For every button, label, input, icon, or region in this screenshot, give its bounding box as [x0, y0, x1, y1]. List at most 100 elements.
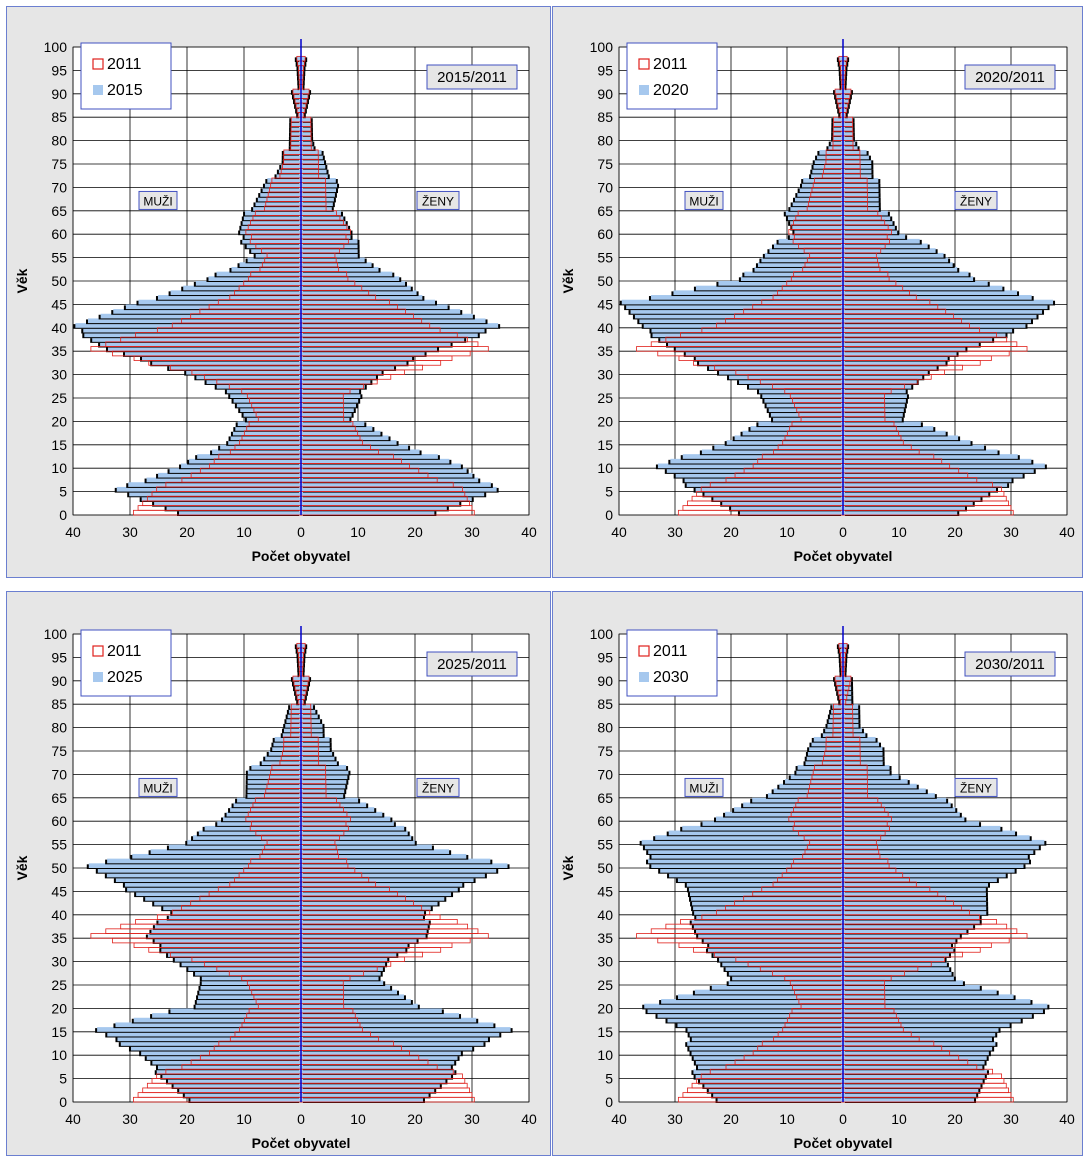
y-tick-label: 45	[51, 883, 67, 899]
female-label: ŽENY	[422, 193, 454, 208]
bar-2015-male	[142, 355, 301, 361]
x-tick-label: 30	[464, 524, 480, 540]
bar-2030-female	[843, 774, 899, 780]
bar-2020-male	[682, 454, 843, 459]
bar-2030-female	[843, 980, 963, 985]
bar-2020-female	[843, 173, 872, 179]
bar-2030-female	[843, 853, 1028, 859]
bar-2030-male	[716, 816, 843, 822]
bar-2025-male	[154, 938, 301, 943]
bar-2025-male	[179, 1087, 301, 1093]
bar-2030-male	[657, 1013, 843, 1018]
y-tick-label: 50	[51, 273, 67, 289]
bar-2020-female	[843, 135, 853, 141]
bar-2015-male	[169, 468, 301, 473]
bar-2030-male-shadow	[838, 653, 841, 659]
bar-2020-female	[843, 224, 895, 230]
female-label-box	[416, 190, 460, 210]
bar-2015-female	[301, 89, 310, 94]
y-tick-label: 90	[597, 86, 613, 102]
bar-2020-male	[621, 299, 843, 305]
bar-2030-male	[689, 1031, 843, 1037]
y-tick-label: 30	[597, 367, 613, 383]
bar-2015-female	[301, 398, 359, 403]
bar-2025-female	[301, 685, 307, 691]
bar-2030-female	[843, 746, 883, 751]
bar-2030-female	[843, 657, 846, 663]
bar-2020-male	[742, 430, 843, 436]
bar-2025-male	[297, 648, 301, 653]
y-tick-label: 20	[51, 1000, 67, 1016]
x-tick-label: 30	[122, 1111, 138, 1127]
bar-2020-female	[843, 393, 907, 398]
bar-2015-female	[301, 482, 491, 487]
x-tick-label: 30	[1003, 1111, 1019, 1127]
bar-2020-male	[726, 440, 843, 445]
bar-2015-female	[301, 449, 420, 455]
bar-2015-male	[196, 374, 301, 380]
bar-2015-female	[301, 285, 411, 291]
bar-2025-female	[301, 1013, 460, 1018]
bar-2030-male	[707, 947, 843, 953]
bar-2025-male	[130, 1045, 301, 1051]
bar-2030-male	[840, 699, 843, 705]
bar-2025-female	[301, 1083, 440, 1088]
y-tick-label: 15	[51, 437, 67, 453]
bar-2015-female	[301, 346, 438, 352]
bar-2020-male	[719, 369, 843, 375]
bar-2025-male	[152, 1013, 301, 1018]
bar-2025-female	[301, 933, 426, 939]
bar-2020-female	[843, 187, 879, 193]
x-tick-label: 20	[407, 1111, 423, 1127]
bar-2020-female	[843, 295, 1032, 300]
bar-2025-male	[161, 947, 301, 953]
bar-2030-female-shadow	[845, 663, 847, 668]
bar-2015-female	[301, 154, 323, 160]
bar-2015-male	[290, 145, 301, 150]
pyramid-chart-2020: 40 30 20 10 0 10 20 30 4005101520253035404550556…	[560, 39, 1075, 564]
bar-2025-female	[301, 1069, 455, 1074]
bar-2025-male	[132, 853, 301, 859]
ratio-label-box	[426, 64, 518, 90]
legend-frame	[80, 42, 172, 110]
bar-2020-female	[843, 402, 905, 408]
legend-swatch-2011	[638, 58, 650, 70]
bar-2020-female	[843, 388, 906, 394]
bar-2030-male	[728, 970, 843, 976]
bar-2015-male	[296, 56, 301, 62]
bar-2030-female	[843, 722, 859, 728]
bar-2015-male	[186, 369, 301, 375]
bar-2030-male	[840, 652, 843, 658]
bar-2015-male	[232, 430, 301, 436]
y-axis-title: Věk	[14, 268, 30, 293]
bar-2030-male-shadow	[839, 667, 841, 673]
bar-2020-female	[843, 327, 1013, 333]
y-tick-label: 0	[605, 507, 613, 523]
bar-2015-female	[301, 182, 338, 188]
bar-2025-female	[301, 662, 303, 667]
bar-2030-male	[838, 643, 843, 649]
bar-2020-male	[773, 416, 843, 422]
bar-2030-male	[725, 811, 843, 817]
x-tick-label: 10	[891, 1111, 907, 1127]
bar-2030-female	[843, 882, 988, 887]
bar-2020-male	[764, 398, 843, 403]
bar-2025-female-shadow	[303, 658, 306, 664]
bar-2030-male	[722, 961, 843, 967]
bar-2020-male	[836, 93, 843, 99]
bar-2020-male	[838, 103, 843, 108]
bar-2030-male	[667, 1017, 843, 1023]
bar-2015-male	[290, 140, 301, 146]
bar-2020-male	[840, 65, 843, 71]
y-tick-label: 35	[51, 930, 67, 946]
bar-2020-female	[843, 61, 847, 66]
bar-2020-male-shadow	[838, 113, 841, 119]
bar-2015-male	[276, 173, 301, 179]
bar-2030-female	[843, 704, 859, 709]
bar-2020-male	[813, 164, 843, 169]
y-tick-label: 25	[51, 390, 67, 406]
y-tick-label: 20	[597, 1000, 613, 1016]
bar-2020-male	[801, 182, 843, 188]
legend: 2011 2020	[626, 42, 718, 110]
bar-2030-male	[806, 755, 843, 761]
